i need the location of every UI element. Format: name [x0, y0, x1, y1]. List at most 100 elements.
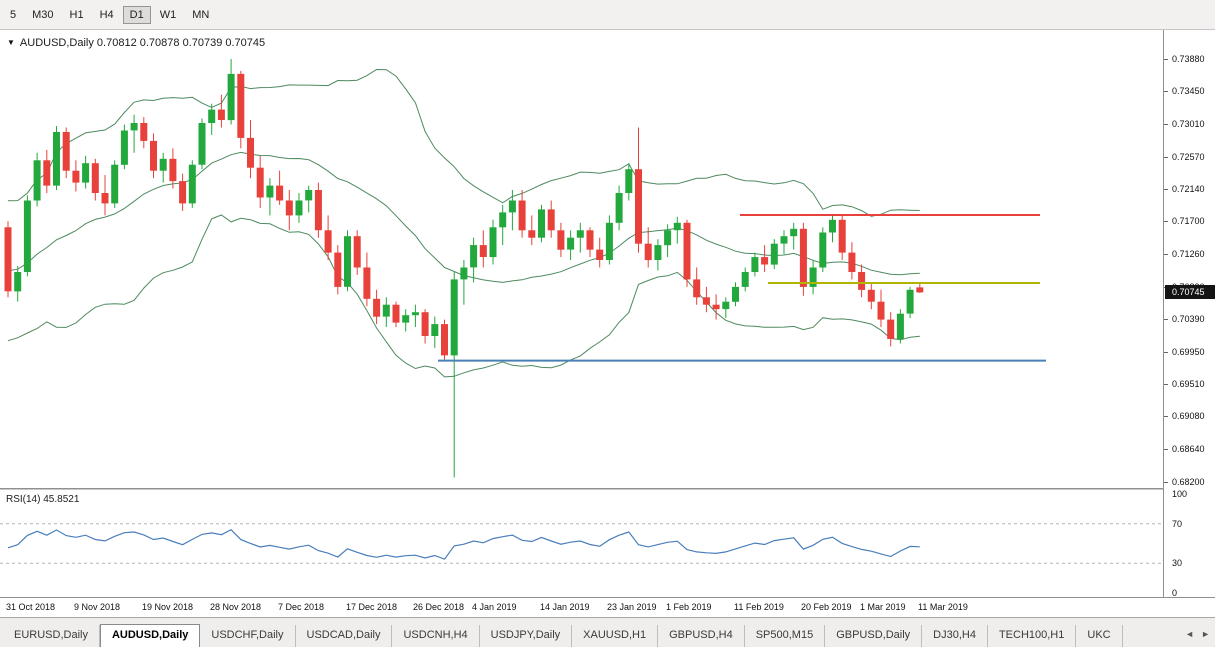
rsi-tick-label: 100 — [1172, 489, 1188, 499]
candle-body — [790, 228, 798, 237]
rsi-line — [7, 528, 920, 560]
panel-splitter[interactable] — [0, 488, 1215, 490]
candle-body — [499, 212, 507, 228]
candle-body — [751, 257, 759, 272]
candle-body — [43, 160, 51, 186]
price-tick-label: 0.69080 — [1172, 411, 1205, 421]
chart-menu-icon[interactable]: ▼ — [7, 38, 15, 47]
tabs-scroll-right-icon[interactable]: ► — [1201, 629, 1210, 639]
candle-body — [780, 236, 788, 244]
candle-body — [324, 230, 332, 253]
candle-body — [411, 312, 419, 316]
rsi-tick-label: 30 — [1172, 558, 1183, 568]
chart-tab-TECH100-H1[interactable]: TECH100,H1 — [988, 625, 1077, 647]
timeframe-button-H1[interactable]: H1 — [69, 8, 84, 21]
price-tickmark — [1164, 59, 1168, 60]
candle-body — [82, 163, 90, 183]
candle-body — [179, 181, 187, 204]
chart-tab-USDJPY-Daily[interactable]: USDJPY,Daily — [480, 625, 573, 647]
chart-tab-AUDUSD-Daily[interactable]: AUDUSD,Daily — [99, 624, 201, 647]
chart-tab-DJ30-H4[interactable]: DJ30,H4 — [922, 625, 988, 647]
candle-body — [887, 319, 895, 339]
candle-body — [518, 200, 526, 231]
candle-body — [838, 219, 846, 253]
date-label: 1 Feb 2019 — [666, 602, 712, 612]
price-tickmark — [1164, 91, 1168, 92]
candle-body — [693, 279, 701, 298]
tabs-scroll-left-icon[interactable]: ◄ — [1185, 629, 1195, 639]
candle-body — [402, 315, 410, 323]
date-label: 26 Dec 2018 — [413, 602, 465, 612]
candle-body — [596, 249, 604, 260]
candle-body — [188, 164, 196, 204]
price-tick-label: 0.68640 — [1172, 444, 1205, 454]
timeframe-button-M30[interactable]: M30 — [32, 8, 54, 21]
candle-body — [770, 243, 778, 265]
chart-tab-XAUUSD-H1[interactable]: XAUUSD,H1 — [572, 625, 659, 647]
candle-body — [150, 140, 157, 171]
rsi-panel-canvas[interactable] — [0, 490, 1163, 597]
candle-body — [635, 169, 642, 244]
candle-body — [615, 193, 623, 223]
candle-body — [799, 228, 807, 287]
candle-body — [256, 167, 264, 198]
candle-body — [557, 230, 565, 250]
bollinger-upper-band — [7, 68, 920, 217]
candle-body — [460, 267, 468, 280]
candle-body — [111, 164, 119, 204]
price-tickmark — [1164, 482, 1168, 483]
candle-body — [819, 232, 827, 268]
chart-tab-GBPUSD-H4[interactable]: GBPUSD,H4 — [658, 625, 745, 647]
date-label: 23 Jan 2019 — [607, 602, 657, 612]
price-tick-label: 0.72140 — [1172, 184, 1205, 194]
candle-body — [605, 222, 613, 260]
date-label: 19 Nov 2018 — [142, 602, 194, 612]
candle-body — [53, 132, 60, 186]
candle-body — [644, 243, 652, 261]
chart-tab-GBPUSD-Daily[interactable]: GBPUSD,Daily — [825, 625, 923, 647]
chart-tab-USDCNH-H4[interactable]: USDCNH,H4 — [392, 625, 480, 647]
price-tickmark — [1164, 416, 1168, 417]
price-tickmark — [1164, 254, 1168, 255]
chart-title: ▼ AUDUSD,Daily 0.70812 0.70878 0.70739 0… — [7, 37, 265, 49]
candle-body — [353, 236, 361, 268]
chart-tab-UKC[interactable]: UKC — [1076, 625, 1123, 647]
chart-tab-USDCHF-Daily[interactable]: USDCHF,Daily — [200, 625, 296, 647]
candle-body — [373, 298, 381, 317]
price-tickmark — [1164, 319, 1168, 320]
candle-body — [576, 230, 584, 238]
candle-body — [4, 227, 12, 292]
timeframe-button-H4[interactable]: H4 — [99, 8, 114, 21]
candle-body — [586, 230, 594, 250]
candle-body — [237, 73, 245, 138]
timeframe-button-5[interactable]: 5 — [10, 8, 17, 21]
candle-body — [538, 209, 545, 238]
timeframe-button-MN[interactable]: MN — [192, 8, 210, 21]
price-axis[interactable]: 0.73880 0.73450 0.73010 0.72570 0.72140 0.717… — [1163, 30, 1215, 598]
candle-body — [450, 279, 458, 356]
candle-body — [247, 137, 254, 168]
chart-tab-SP500-M15[interactable]: SP500,M15 — [745, 625, 826, 647]
candle-body — [858, 272, 866, 290]
candle-body — [62, 132, 70, 171]
chart-tabs: EURUSD,Daily AUDUSD,Daily USDCHF,Daily USDC… — [3, 624, 1123, 647]
candle-body — [877, 301, 885, 320]
price-tick-label: 0.69950 — [1172, 347, 1205, 357]
price-tick-label: 0.68200 — [1172, 477, 1205, 487]
timeframe-button-W1[interactable]: W1 — [159, 8, 177, 21]
chart-window: ▼ AUDUSD,Daily 0.70812 0.70878 0.70739 0… — [0, 30, 1215, 598]
candle-body — [276, 185, 284, 201]
candle-body — [906, 289, 914, 314]
timeframe-button-D1[interactable]: D1 — [122, 5, 151, 24]
chart-tab-USDCAD-Daily[interactable]: USDCAD,Daily — [296, 625, 393, 647]
candle-body — [441, 324, 448, 356]
candle-body — [217, 109, 225, 120]
chart-tab-EURUSD-Daily[interactable]: EURUSD,Daily — [3, 625, 100, 647]
candle-body — [72, 170, 80, 183]
candle-body — [761, 257, 769, 265]
timeframe-toolbar: 5 M30 H1 H4 D1 W1 MN — [0, 0, 1215, 30]
time-axis[interactable]: 31 Oct 2018 9 Nov 2018 19 Nov 2018 28 Nov 2… — [0, 597, 1215, 617]
price-chart-canvas[interactable] — [0, 30, 1163, 488]
price-tick-label: 0.71700 — [1172, 216, 1205, 226]
price-tickmark — [1164, 384, 1168, 385]
